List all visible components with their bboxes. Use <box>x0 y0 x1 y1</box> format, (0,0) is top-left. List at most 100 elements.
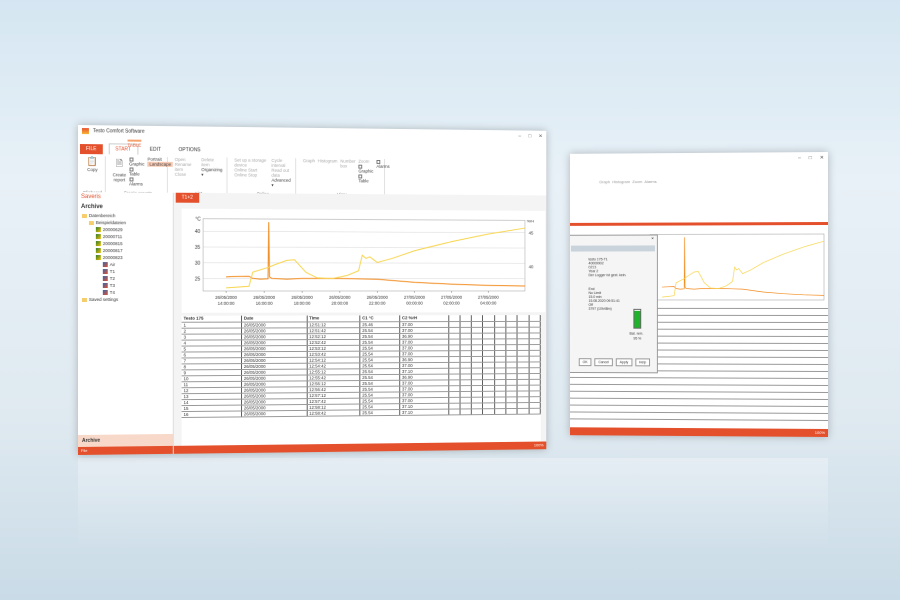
device-icon <box>102 283 108 289</box>
window-title: Testo Comfort Software <box>92 127 145 135</box>
tree-item-label: T4 <box>109 290 115 295</box>
document-tab[interactable]: T1+2 <box>175 192 199 203</box>
device-icon <box>102 276 108 282</box>
alarms-checkbox[interactable]: Alarms <box>644 178 657 185</box>
line-chart: 25 30 35 40 °C %rH 45 40 26/05/200014:00:00 26/05… <box>181 208 546 313</box>
main-window: Testo Comfort Software – □ ✕ TABLE FILE ST… <box>78 125 547 455</box>
maximize-button[interactable]: □ <box>808 154 812 161</box>
folder-icon <box>88 220 94 225</box>
app-logo-icon <box>81 127 89 134</box>
tab-options[interactable]: OPTIONS <box>178 147 201 154</box>
device-icon <box>102 262 108 268</box>
archive-nav-button[interactable]: Archive <box>78 433 173 447</box>
graphic-checkbox[interactable]: Graphic <box>129 157 145 167</box>
table-cell: 26/05/2000 <box>241 409 307 417</box>
data-table: Testo 175 Date Time C1 °C C2 %rH 1 26/05/2000 1… <box>181 315 541 446</box>
empty-cell <box>459 408 472 415</box>
tab-edit[interactable]: EDIT <box>149 146 161 153</box>
landscape-button[interactable]: Landscape <box>147 161 174 167</box>
y2-axis-label: %rH <box>527 218 534 223</box>
tree-item[interactable]: T3 <box>78 282 173 289</box>
advanced-dropdown[interactable]: Advanced ▾ <box>271 177 291 188</box>
cycle-interval-button[interactable]: Cycle interval <box>271 157 286 168</box>
cancel-button[interactable]: Cancel <box>594 358 613 367</box>
battery-indicator <box>633 308 642 329</box>
histogram-button[interactable]: Histogram <box>612 179 631 185</box>
table-cell: 25.54 <box>359 409 400 416</box>
copy-button[interactable]: Copy <box>87 167 98 173</box>
minimize-button[interactable]: – <box>518 132 522 139</box>
maximize-button[interactable]: □ <box>528 132 532 139</box>
sidebar-title: Archive <box>80 204 103 211</box>
y-axis-label: °C <box>195 217 201 223</box>
close-button-list[interactable]: Close <box>174 171 187 177</box>
table-cell: 37.10 <box>399 408 449 415</box>
x-tick-label: 26/05/200014:00:00 <box>215 295 237 306</box>
y-tick-label: 40 <box>195 229 201 235</box>
y2-tick-label: 45 <box>529 231 534 236</box>
device-properties-dialog: ✕ testo 175-T1 40009902 0213 Year 2 Der Logg… <box>570 234 658 374</box>
folder-icon <box>81 297 87 302</box>
context-tab-table[interactable]: TABLE <box>127 139 142 148</box>
table-checkbox[interactable]: Table <box>129 166 145 177</box>
empty-cell <box>528 407 541 414</box>
zoom-button[interactable]: Zoom <box>632 179 643 185</box>
x-tick-label: 27/05/200004:00:00 <box>478 295 499 306</box>
tree-item-label: Datenbereich <box>88 213 116 219</box>
copy-icon: 📋 <box>86 156 98 167</box>
minimize-button[interactable]: – <box>798 154 801 161</box>
tree-item-label: 20000823 <box>102 255 123 261</box>
apply-button[interactable]: Apply <box>615 358 633 367</box>
archive-tree: Datenbereich Beispieldateien 20000629 20000… <box>78 212 173 303</box>
node-icon <box>95 248 101 254</box>
device-icon <box>102 290 108 295</box>
node-icon <box>95 234 101 240</box>
x-tick-label: 26/05/200022:00:00 <box>367 295 389 306</box>
zoom-level: 100% <box>814 429 826 435</box>
ok-button[interactable]: OK <box>578 358 592 367</box>
y-tick-label: 35 <box>195 245 201 251</box>
secondary-window: – □ ✕ Graph Histogram Zoom Alarms 100% ✕ t… <box>570 152 828 437</box>
graph-button[interactable]: Graph <box>599 179 611 185</box>
sidebar: Saveris Archive Datenbereich Beispieldate… <box>78 192 174 455</box>
empty-cell <box>494 408 506 414</box>
tree-item[interactable]: T2 <box>78 275 173 282</box>
help-button[interactable]: Help <box>635 358 650 367</box>
setup-storage-button[interactable]: Set up a storage device <box>234 157 267 168</box>
tree-item-label: 20000817 <box>102 248 123 254</box>
close-button[interactable]: ✕ <box>538 133 543 139</box>
view-graphic-checkbox[interactable]: Graphic <box>358 164 373 174</box>
alarms-checkbox[interactable]: Alarms <box>129 176 145 187</box>
rename-item-button[interactable]: Rename item <box>174 161 192 172</box>
document-area: T1+2 25 30 35 40 °C %rH 45 40 26/05/200014:00:00… <box>173 192 547 446</box>
dialog-close[interactable]: ✕ <box>651 236 654 241</box>
sidebar-header: Saveris <box>80 194 101 201</box>
chart-secondary <box>648 232 826 302</box>
tree-item-label: Beispieldateien <box>95 220 127 226</box>
program-info: End No Limit 15.0 min 15.08.2020 09:51:41 Of… <box>588 287 620 311</box>
status-text: File <box>80 447 88 453</box>
report-icon: 🗎 <box>115 158 123 169</box>
tab-file[interactable]: FILE <box>79 144 103 155</box>
node-icon <box>95 241 101 247</box>
close-button[interactable]: ✕ <box>819 154 825 161</box>
title-bar: Testo Comfort Software – □ ✕ <box>78 125 546 141</box>
read-out-button[interactable]: Read out data <box>271 167 290 178</box>
empty-cell <box>448 408 460 415</box>
organizing-dropdown[interactable]: Organizing ▾ <box>201 167 223 178</box>
online-stop-button[interactable]: Online Stop <box>234 172 258 178</box>
delete-item-button[interactable]: Delete item <box>201 157 214 168</box>
tree-item[interactable]: Saved settings <box>78 296 173 303</box>
empty-cell <box>471 408 483 415</box>
empty-cell <box>482 408 495 415</box>
node-icon <box>95 255 101 261</box>
y-tick-label: 25 <box>195 276 201 282</box>
floor-reflection <box>78 458 828 548</box>
view-table-checkbox[interactable]: Table <box>358 174 373 184</box>
tree-item-label: T2 <box>109 276 115 282</box>
x-tick-label: 26/05/200020:00:00 <box>329 295 351 306</box>
table-cell: 12:58:42 <box>306 409 360 416</box>
device-info: testo 175-T1 40009902 0213 Year 2 Der Logger… <box>588 257 627 278</box>
tree-item-label: 20000711 <box>102 234 123 240</box>
tree-item[interactable]: T4 <box>78 289 173 296</box>
